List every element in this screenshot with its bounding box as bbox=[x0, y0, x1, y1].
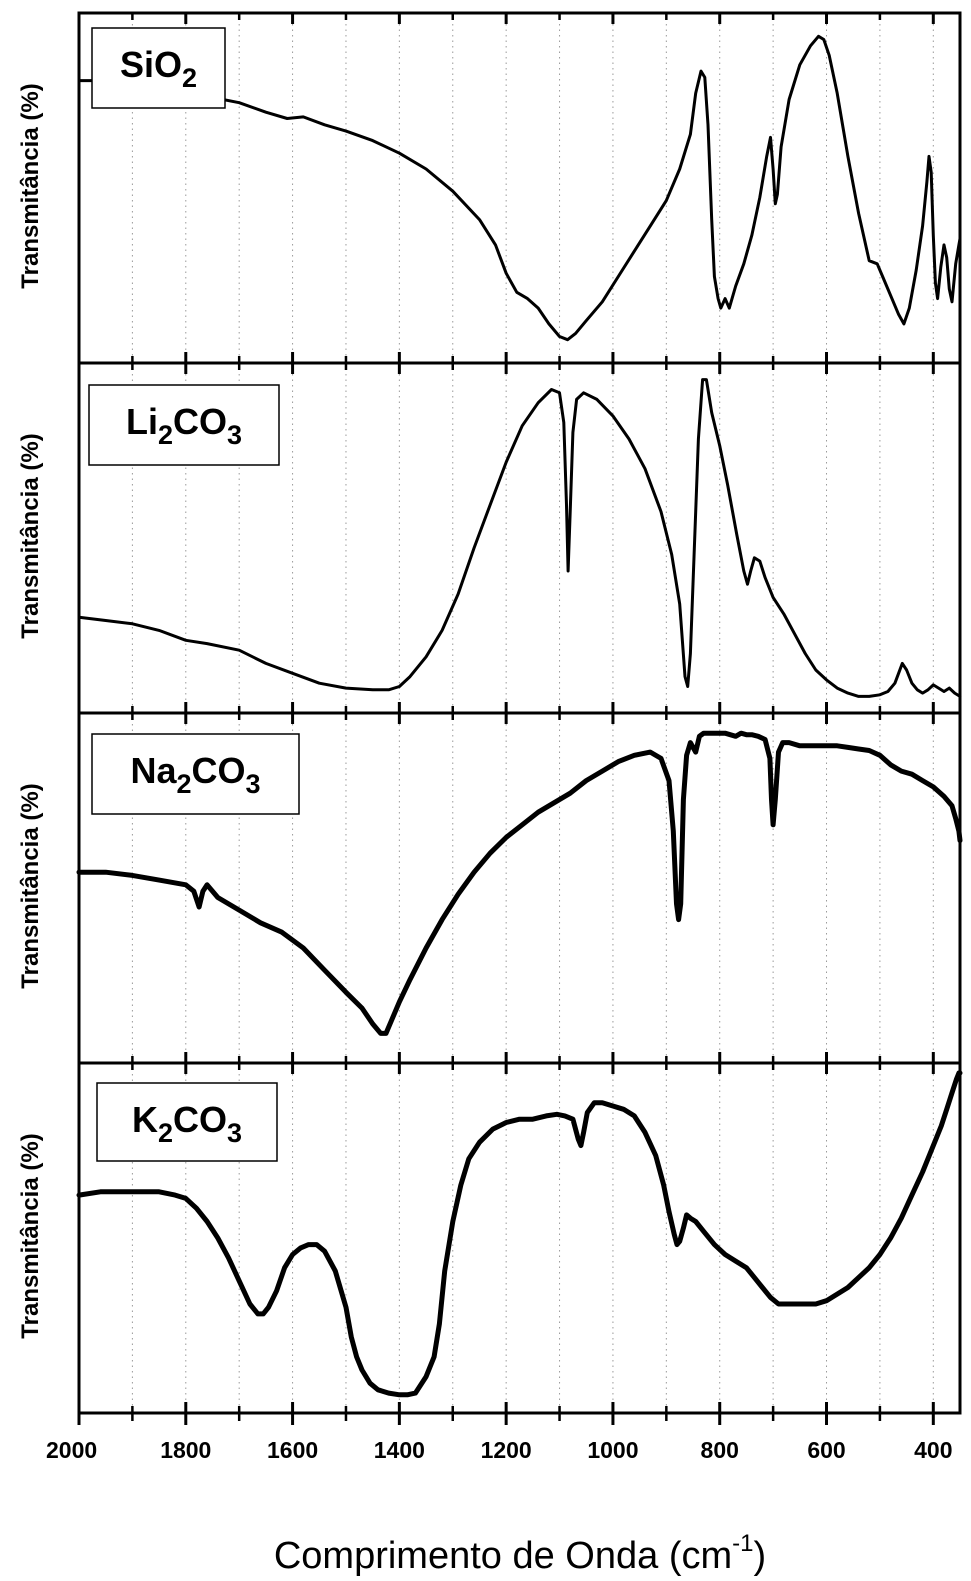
x-tick-label: 2000 bbox=[46, 1437, 97, 1463]
subscript: 2 bbox=[182, 63, 197, 93]
spectra-curves bbox=[76, 34, 963, 1398]
sample-label-box bbox=[91, 733, 300, 815]
y-axis-label: Transmitância (%) bbox=[17, 83, 44, 288]
subscript: 3 bbox=[227, 1118, 242, 1148]
x-tick-label: 400 bbox=[914, 1437, 952, 1463]
y-axis-label: Transmitância (%) bbox=[17, 1133, 44, 1338]
subscript: 2 bbox=[176, 769, 191, 799]
x-axis-label: Comprimento de Onda (cm-1) bbox=[274, 1530, 766, 1577]
sample-label-text: Li2CO3 bbox=[126, 401, 242, 450]
x-tick-label: 1000 bbox=[587, 1437, 638, 1463]
sample-label-4: K2CO3 bbox=[96, 1082, 278, 1162]
sample-label-text: K2CO3 bbox=[132, 1099, 242, 1148]
sample-label-text: Na2CO3 bbox=[130, 750, 260, 799]
subscript: 3 bbox=[246, 769, 261, 799]
x-tick-label: 1200 bbox=[481, 1437, 532, 1463]
subscript: 2 bbox=[158, 1118, 173, 1148]
spectrum-line-1 bbox=[77, 34, 962, 342]
sample-label-box bbox=[91, 27, 226, 109]
x-tick-label: 1600 bbox=[267, 1437, 318, 1463]
x-tick-label: 600 bbox=[807, 1437, 845, 1463]
y-axis-labels: Transmitância (%) Transmitância (%) Transm… bbox=[17, 83, 44, 1338]
x-tick-label: 800 bbox=[701, 1437, 739, 1463]
spectrum-line-4 bbox=[76, 1070, 963, 1398]
sample-label-1: SiO2 bbox=[91, 27, 226, 109]
spectrum-line-2 bbox=[77, 378, 962, 698]
subscript: 3 bbox=[227, 420, 242, 450]
x-tick-labels: 2000 1800 1600 1400 1200 1000 800 600 400 bbox=[46, 1437, 952, 1463]
formula-part: Li bbox=[126, 401, 158, 442]
sample-label-text: SiO2 bbox=[120, 44, 197, 93]
spectrum-line-3 bbox=[76, 730, 963, 1036]
formula-part: K bbox=[132, 1099, 158, 1140]
sample-label-box bbox=[88, 384, 280, 466]
sample-label-2: Li2CO3 bbox=[88, 384, 280, 466]
sample-label-3: Na2CO3 bbox=[91, 733, 300, 815]
y-axis-label: Transmitância (%) bbox=[17, 783, 44, 988]
grid-lines bbox=[131, 13, 934, 1413]
panel-frame-4 bbox=[77, 1061, 962, 1415]
subscript: 2 bbox=[158, 420, 173, 450]
panel-frames bbox=[77, 11, 962, 1415]
formula-part: CO bbox=[173, 1099, 227, 1140]
axis-ticks bbox=[77, 13, 935, 1425]
formula-part: Na bbox=[130, 750, 177, 791]
formula-part: CO bbox=[173, 401, 227, 442]
y-axis-label: Transmitância (%) bbox=[17, 433, 44, 638]
x-tick-label: 1400 bbox=[374, 1437, 425, 1463]
x-tick-label: 1800 bbox=[160, 1437, 211, 1463]
formula-part: CO bbox=[192, 750, 246, 791]
sample-label-box bbox=[96, 1082, 278, 1162]
formula-part: SiO bbox=[120, 44, 182, 85]
